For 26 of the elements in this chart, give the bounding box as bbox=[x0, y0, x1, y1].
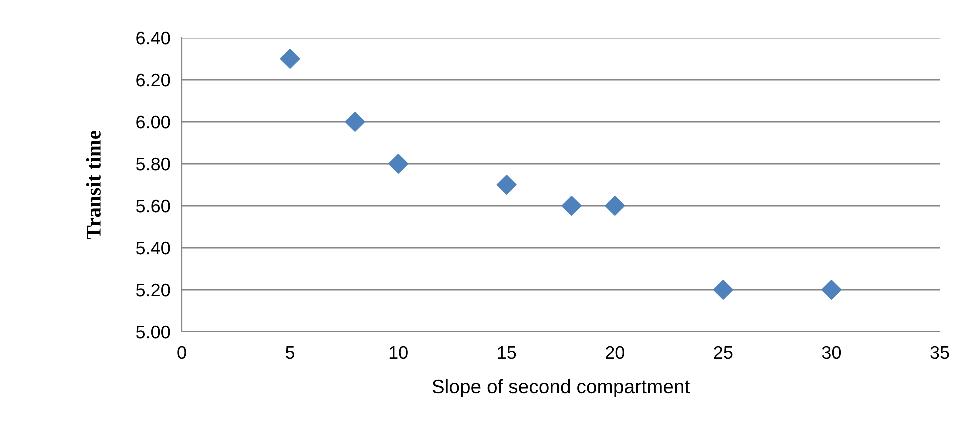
y-tick-label: 6.20 bbox=[136, 74, 170, 87]
x-tick-label: 10 bbox=[390, 346, 408, 360]
y-tick-label: 5.20 bbox=[136, 284, 170, 297]
y-tick-label: 6.00 bbox=[136, 116, 170, 129]
y-axis-title: Transit time bbox=[86, 131, 101, 240]
y-tick-label: 5.40 bbox=[136, 242, 170, 255]
x-tick-label: 25 bbox=[714, 346, 733, 360]
x-tick-label: 15 bbox=[498, 346, 516, 360]
x-tick-label: 0 bbox=[178, 346, 186, 360]
point bbox=[605, 196, 626, 216]
y-tick-label: 6.40 bbox=[136, 32, 170, 45]
point bbox=[388, 154, 409, 174]
point bbox=[280, 48, 300, 70]
x-axis-title: Slope of second compartment bbox=[432, 379, 690, 398]
point bbox=[713, 280, 734, 300]
y-tick-label: 5.00 bbox=[136, 326, 170, 339]
point bbox=[496, 174, 517, 196]
x-tick-label: 5 bbox=[286, 346, 295, 360]
y-tick-label: 5.60 bbox=[136, 200, 170, 213]
point bbox=[562, 196, 582, 216]
x-tick-label: 30 bbox=[822, 346, 842, 360]
x-tick-label: 35 bbox=[930, 346, 950, 360]
x-tick-label: 20 bbox=[606, 346, 624, 360]
point bbox=[345, 112, 366, 132]
point bbox=[822, 280, 842, 300]
y-tick-label: 5.80 bbox=[136, 158, 170, 171]
